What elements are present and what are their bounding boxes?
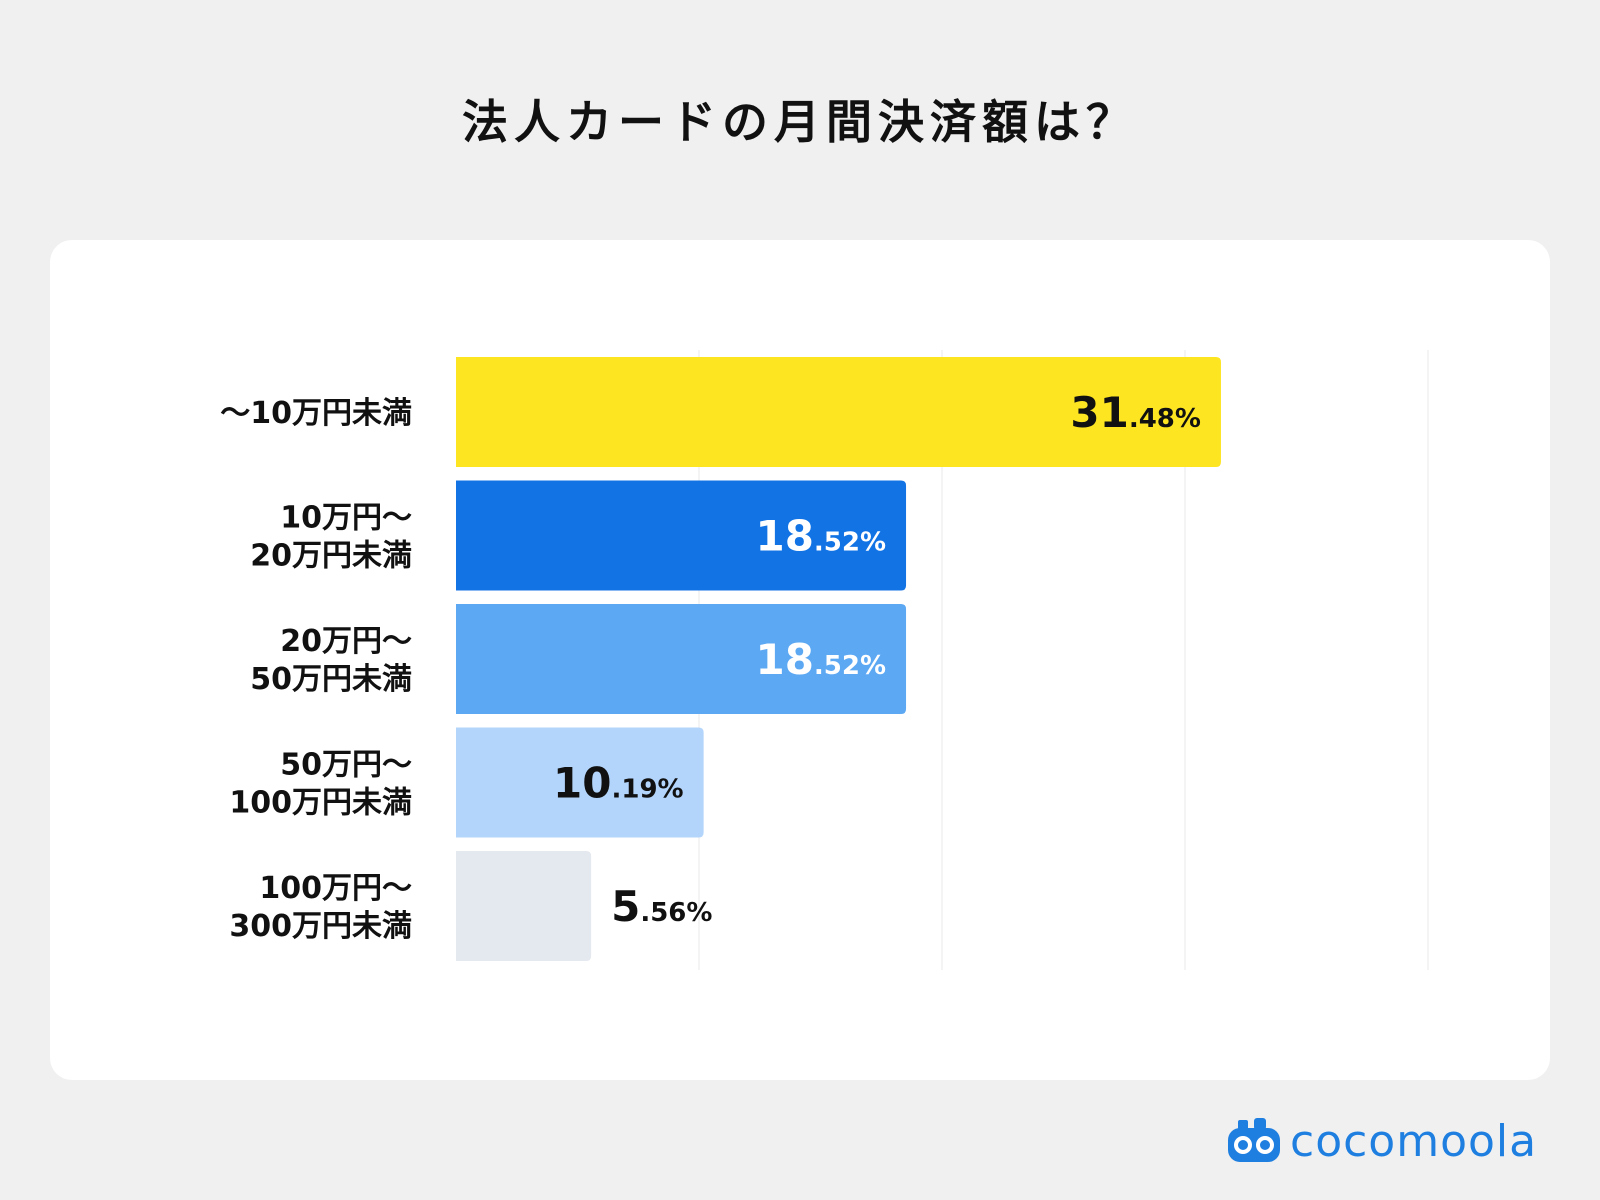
value-label-integer: 18 bbox=[755, 512, 813, 561]
category-label: 100万円未満 bbox=[229, 786, 412, 821]
category-label: 20万円〜 bbox=[280, 624, 412, 659]
value-label: 10.19% bbox=[553, 759, 684, 808]
value-label-integer: 5 bbox=[611, 882, 640, 931]
value-label: 5.56% bbox=[611, 882, 712, 931]
value-label-integer: 31 bbox=[1070, 388, 1128, 437]
bar bbox=[456, 604, 907, 714]
category-label: 〜10万円未満 bbox=[220, 396, 412, 431]
value-label-decimal: .52% bbox=[814, 528, 886, 558]
value-label-decimal: .56% bbox=[640, 898, 712, 928]
category-label: 20万円未満 bbox=[250, 539, 412, 574]
value-label: 31.48% bbox=[1070, 388, 1201, 437]
value-label: 18.52% bbox=[755, 512, 886, 561]
value-label-decimal: .19% bbox=[612, 775, 684, 805]
bar bbox=[456, 357, 1221, 467]
category-label: 100万円〜 bbox=[259, 871, 412, 906]
bar bbox=[456, 727, 704, 838]
chart-card: 〜10万円未満 31.48% 10万円〜 20万円未満 18.52% 20万円〜 50万円未… bbox=[50, 240, 1550, 1080]
brand-name: cocomoola bbox=[1290, 1116, 1538, 1167]
value-label-integer: 10 bbox=[553, 759, 611, 808]
bar-chart: 〜10万円未満 31.48%10万円〜20万円未満 18.52%20万円〜50万円未… bbox=[220, 350, 1429, 970]
category-label: 50万円〜 bbox=[280, 748, 412, 783]
value-label-decimal: .52% bbox=[814, 651, 886, 681]
page-title: 法人カードの月間決済額は？ bbox=[462, 95, 1138, 149]
category-label: 50万円未満 bbox=[250, 662, 412, 697]
category-label: 10万円〜 bbox=[280, 501, 412, 536]
bar bbox=[456, 851, 592, 961]
bar bbox=[456, 480, 907, 591]
value-label-integer: 18 bbox=[755, 635, 813, 684]
robot-face-icon bbox=[1228, 1118, 1280, 1162]
category-label: 300万円未満 bbox=[229, 909, 412, 944]
value-label: 18.52% bbox=[755, 635, 886, 684]
brand-logo: cocomoola bbox=[1224, 1112, 1564, 1172]
value-label-decimal: .48% bbox=[1129, 404, 1201, 434]
